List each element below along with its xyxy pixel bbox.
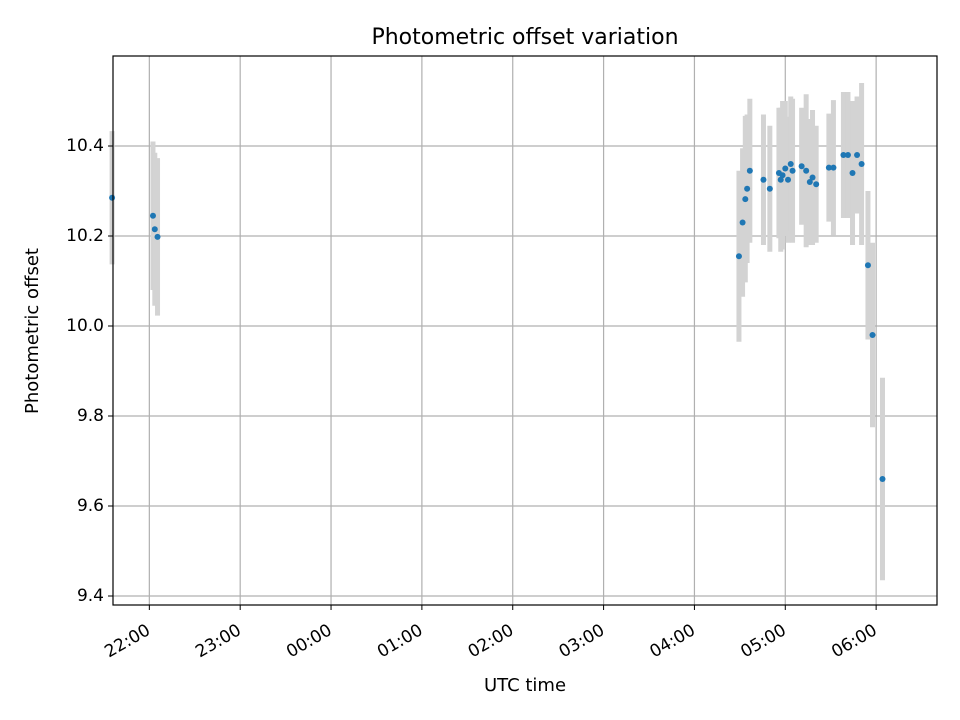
data-point bbox=[777, 176, 784, 183]
y-tick-label: 9.6 bbox=[77, 496, 104, 516]
data-point bbox=[803, 167, 810, 174]
data-point bbox=[744, 185, 751, 192]
data-point bbox=[879, 476, 886, 482]
data-point bbox=[864, 262, 871, 269]
data-point bbox=[154, 233, 161, 240]
data-point bbox=[746, 167, 753, 174]
chart-title: Photometric offset variation bbox=[371, 25, 678, 50]
y-tick-label: 9.8 bbox=[77, 406, 104, 426]
data-point bbox=[735, 253, 742, 260]
data-point bbox=[825, 164, 832, 171]
data-point bbox=[782, 165, 789, 172]
data-points bbox=[109, 152, 886, 482]
data-point bbox=[830, 164, 837, 171]
data-point bbox=[785, 176, 792, 183]
grid bbox=[113, 56, 937, 605]
data-point bbox=[806, 179, 813, 185]
data-point bbox=[840, 152, 847, 158]
data-point bbox=[151, 226, 158, 233]
data-point bbox=[766, 185, 773, 192]
data-point bbox=[869, 332, 876, 338]
data-point bbox=[858, 161, 865, 167]
data-point bbox=[789, 167, 796, 174]
data-point bbox=[109, 194, 116, 201]
y-tick-label: 10.4 bbox=[66, 136, 104, 156]
y-axis-label: Photometric offset bbox=[22, 248, 43, 414]
plot-frame bbox=[112, 55, 938, 606]
x-axis-label: UTC time bbox=[484, 675, 566, 696]
data-point bbox=[813, 181, 820, 188]
data-point bbox=[149, 212, 156, 219]
data-point bbox=[742, 196, 749, 203]
data-point bbox=[849, 170, 856, 176]
data-point bbox=[844, 152, 851, 158]
data-point bbox=[787, 161, 794, 167]
data-point bbox=[809, 174, 816, 181]
y-axis: 9.4 9.6 9.8 10.0 10.2 10.4 bbox=[66, 136, 113, 606]
data-point bbox=[779, 172, 786, 179]
data-point bbox=[739, 219, 746, 226]
y-tick-label: 9.4 bbox=[77, 586, 104, 606]
data-point bbox=[760, 176, 767, 183]
y-tick-label: 10.0 bbox=[66, 316, 104, 336]
data-point bbox=[854, 152, 861, 158]
data-point bbox=[798, 163, 805, 170]
y-tick-label: 10.2 bbox=[66, 226, 104, 246]
